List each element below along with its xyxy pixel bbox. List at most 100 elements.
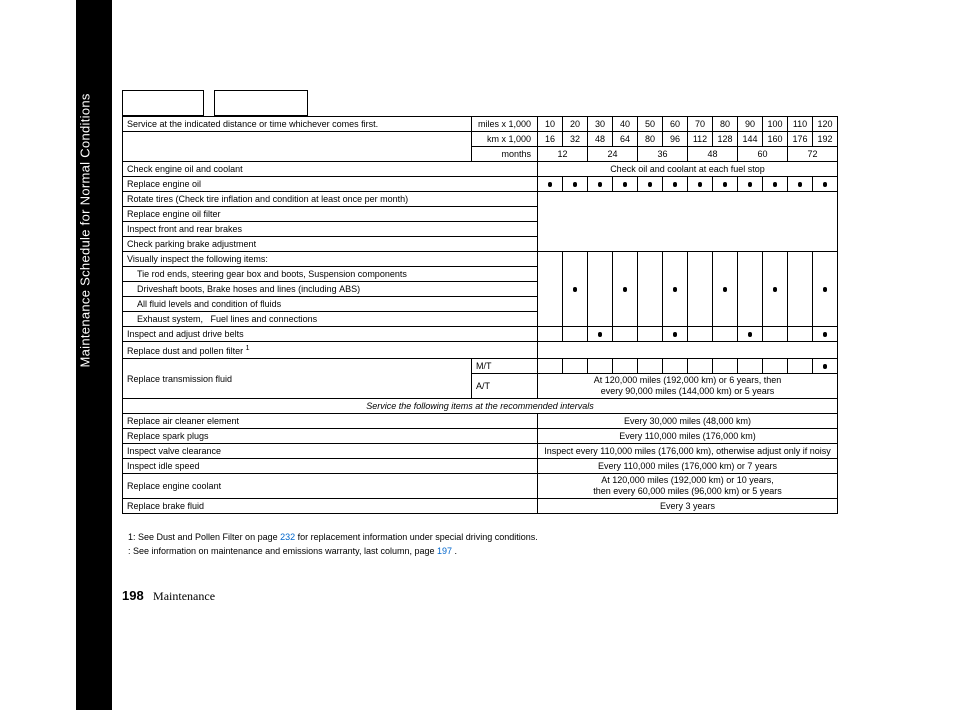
table-cell — [813, 359, 838, 374]
table-cell — [638, 359, 663, 374]
table-cell — [613, 252, 638, 327]
table-cell — [638, 177, 663, 192]
footnotes: 1: See Dust and Pollen Filter on page 23… — [128, 530, 842, 558]
table-cell: 16 — [538, 132, 563, 147]
table-cell — [763, 252, 788, 327]
table-cell: 64 — [613, 132, 638, 147]
table-cell: 144 — [738, 132, 763, 147]
table-cell: At 120,000 miles (192,000 km) or 6 years… — [538, 374, 838, 399]
table-cell: Replace engine coolant — [123, 474, 538, 499]
table-cell — [763, 327, 788, 342]
table-cell: Check oil and coolant at each fuel stop — [538, 162, 838, 177]
table-cell — [588, 252, 613, 327]
table-cell: 50 — [638, 117, 663, 132]
footnote-1-text-a: 1: See Dust and Pollen Filter on page — [128, 532, 278, 542]
table-cell: 48 — [588, 132, 613, 147]
table-cell — [788, 359, 813, 374]
footnote-2-text-b: . — [455, 546, 458, 556]
table-cell: 30 — [588, 117, 613, 132]
table-cell — [788, 252, 813, 327]
footnote-2-text-a: : See information on maintenance and emi… — [128, 546, 437, 556]
table-cell: Replace spark plugs — [123, 429, 538, 444]
table-cell: Visually inspect the following items: — [123, 252, 538, 267]
footnote-2: : See information on maintenance and emi… — [128, 544, 842, 558]
table-cell — [763, 359, 788, 374]
table-cell — [123, 132, 472, 147]
page-number: 198 — [122, 588, 144, 603]
table-cell — [713, 252, 738, 327]
table-cell — [588, 177, 613, 192]
sidebar-title: Maintenance Schedule for Normal Conditio… — [78, 93, 93, 367]
table-cell: Inspect front and rear brakes — [123, 222, 538, 237]
table-cell: Replace engine oil — [123, 177, 538, 192]
table-cell — [123, 147, 472, 162]
table-cell: 80 — [638, 132, 663, 147]
table-cell: Replace air cleaner element — [123, 414, 538, 429]
table-cell — [688, 252, 713, 327]
table-cell — [663, 252, 688, 327]
table-cell — [813, 327, 838, 342]
table-cell: 10 — [538, 117, 563, 132]
top-box-1 — [122, 90, 204, 116]
table-cell — [538, 252, 563, 327]
table-cell — [538, 359, 563, 374]
table-cell: A/T — [472, 374, 538, 399]
table-cell: 32 — [563, 132, 588, 147]
footer-section: Maintenance — [153, 589, 215, 603]
table-cell — [738, 327, 763, 342]
table-cell: 90 — [738, 117, 763, 132]
table-cell: 24 — [588, 147, 638, 162]
table-cell — [738, 359, 763, 374]
top-empty-boxes — [122, 90, 842, 116]
table-cell: Replace brake fluid — [123, 499, 538, 514]
footnote-1: 1: See Dust and Pollen Filter on page 23… — [128, 530, 842, 544]
table-cell: 40 — [613, 117, 638, 132]
table-cell — [663, 359, 688, 374]
table-cell: At 120,000 miles (192,000 km) or 10 year… — [538, 474, 838, 499]
table-cell: 80 — [713, 117, 738, 132]
table-cell: 112 — [688, 132, 713, 147]
table-cell: Driveshaft boots, Brake hoses and lines … — [123, 282, 538, 297]
table-cell: Every 30,000 miles (48,000 km) — [538, 414, 838, 429]
table-cell — [588, 359, 613, 374]
table-cell — [688, 327, 713, 342]
table-cell — [688, 359, 713, 374]
table-cell: 60 — [663, 117, 688, 132]
table-cell — [613, 327, 638, 342]
table-cell — [563, 327, 588, 342]
table-cell: 48 — [688, 147, 738, 162]
table-cell: Inspect every 110,000 miles (176,000 km)… — [538, 444, 838, 459]
table-cell: 120 — [813, 117, 838, 132]
table-cell: Every 110,000 miles (176,000 km) or 7 ye… — [538, 459, 838, 474]
table-cell: 96 — [663, 132, 688, 147]
table-cell: All fluid levels and condition of fluids — [123, 297, 538, 312]
table-cell — [738, 177, 763, 192]
table-cell — [563, 359, 588, 374]
table-cell — [588, 327, 613, 342]
table-cell: 192 — [813, 132, 838, 147]
table-cell: Every 3 years — [538, 499, 838, 514]
table-cell: Inspect valve clearance — [123, 444, 538, 459]
table-cell: months — [472, 147, 538, 162]
table-cell: miles x 1,000 — [472, 117, 538, 132]
table-cell — [688, 177, 713, 192]
table-cell: Tie rod ends, steering gear box and boot… — [123, 267, 538, 282]
table-cell — [538, 177, 563, 192]
table-cell: 36 — [638, 147, 688, 162]
table-cell: 72 — [788, 147, 838, 162]
main-content: Service at the indicated distance or tim… — [122, 90, 842, 558]
table-cell: Exhaust system, Fuel lines and connectio… — [123, 312, 538, 327]
table-cell — [613, 359, 638, 374]
footnote-1-link[interactable]: 232 — [280, 532, 295, 542]
table-cell: 100 — [763, 117, 788, 132]
table-cell: Service the following items at the recom… — [123, 399, 838, 414]
table-cell: 70 — [688, 117, 713, 132]
table-cell: Inspect idle speed — [123, 459, 538, 474]
table-cell: 110 — [788, 117, 813, 132]
table-cell — [638, 252, 663, 327]
table-cell: Replace dust and pollen filter 1 — [123, 342, 538, 359]
table-cell: Every 110,000 miles (176,000 km) — [538, 429, 838, 444]
table-cell — [638, 327, 663, 342]
table-cell: Check parking brake adjustment — [123, 237, 538, 252]
footnote-2-link[interactable]: 197 — [437, 546, 452, 556]
